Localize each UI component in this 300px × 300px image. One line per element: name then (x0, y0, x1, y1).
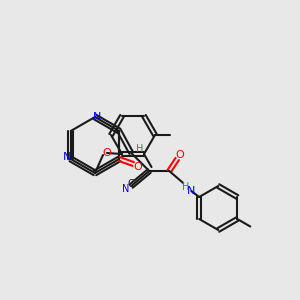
Text: C: C (128, 179, 135, 189)
Text: N: N (93, 112, 101, 122)
Text: H: H (182, 182, 189, 192)
Text: N: N (187, 186, 195, 196)
Text: N: N (63, 152, 71, 162)
Text: O: O (176, 150, 184, 160)
Text: O: O (103, 148, 111, 158)
Text: H: H (136, 144, 143, 154)
Text: N: N (122, 184, 129, 194)
Text: O: O (134, 162, 142, 172)
